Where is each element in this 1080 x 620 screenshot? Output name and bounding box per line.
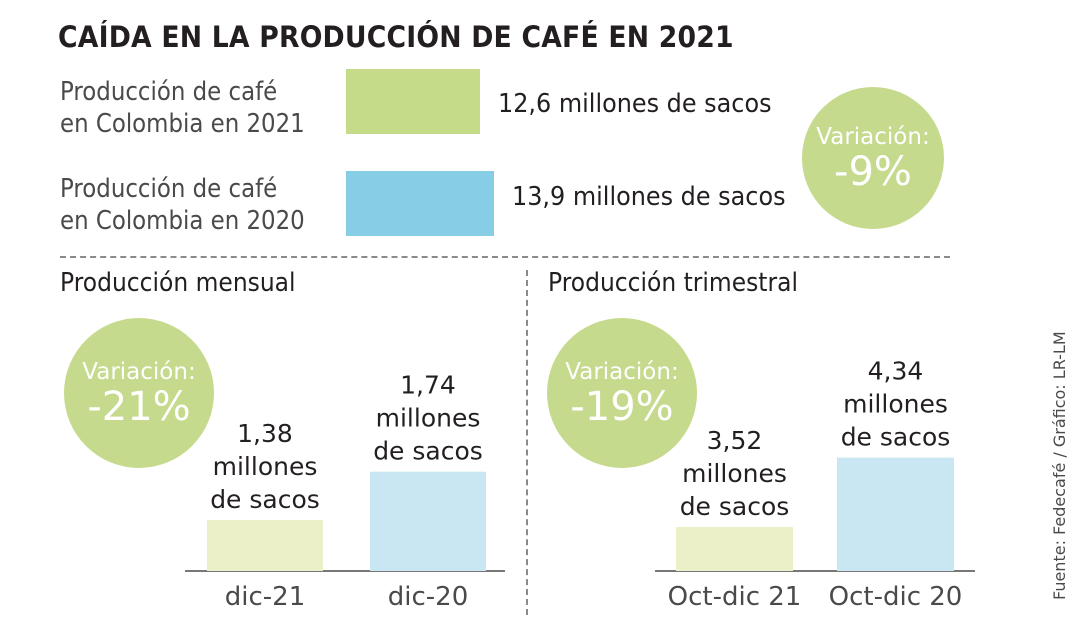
monthly-variation-label: Variación: — [82, 359, 196, 385]
x-tick-label: Oct-dic 20 — [829, 582, 963, 612]
horizontal-divider — [60, 256, 950, 258]
bar-Oct-dic 20 — [837, 457, 954, 571]
quarterly-title: Producción trimestral — [548, 268, 798, 298]
quarterly-variation-label: Variación: — [565, 359, 679, 385]
summary-label-2021-line1: Producción de café — [60, 77, 278, 107]
data-label: 3,52 — [707, 426, 763, 455]
summary-label-2020-line1: Producción de café — [60, 174, 278, 204]
data-label: de sacos — [841, 423, 951, 452]
monthly-title: Producción mensual — [60, 268, 296, 298]
quarterly-variation-badge: Variación: -19% — [547, 318, 697, 468]
bar-dic-21 — [207, 520, 323, 571]
data-label: millones — [682, 459, 787, 488]
summary-value-2020: 13,9 millones de sacos — [512, 182, 786, 212]
vertical-divider — [526, 270, 528, 615]
summary-label-2021: Producción de café en Colombia en 2021 — [60, 76, 305, 140]
summary-label-2021-line2: en Colombia en 2021 — [60, 109, 305, 139]
data-label: millones — [213, 452, 318, 481]
bar-dic-20 — [370, 471, 486, 571]
data-label: de sacos — [210, 485, 320, 514]
monthly-variation-badge: Variación: -21% — [64, 318, 214, 468]
summary-value-2021: 12,6 millones de sacos — [498, 89, 772, 119]
annual-variation-badge: Variación: -9% — [802, 87, 944, 229]
quarterly-variation-value: -19% — [570, 384, 674, 430]
x-tick-label: dic-20 — [388, 582, 469, 612]
data-label: 1,74 — [400, 371, 456, 400]
summary-label-2020-line2: en Colombia en 2020 — [60, 206, 305, 236]
data-label: 1,38 — [237, 419, 293, 448]
monthly-variation-value: -21% — [87, 384, 191, 430]
bar-Oct-dic 21 — [676, 527, 793, 571]
summary-bar-2020 — [346, 171, 494, 236]
x-tick-label: Oct-dic 21 — [668, 582, 802, 612]
quarterly-bar-chart: Oct-dic 21 3,52 millones de sacos Oct-dic 20… — [655, 357, 975, 612]
data-label: 4,34 — [868, 357, 924, 386]
annual-variation-value: -9% — [834, 149, 912, 195]
summary-bar-2021 — [346, 69, 481, 134]
data-label: millones — [376, 404, 481, 433]
monthly-bar-chart: dic-21 1,38 millones de sacos dic-20 1,74 mill… — [185, 371, 505, 612]
data-label: de sacos — [373, 437, 483, 466]
chart-title: CAÍDA EN LA PRODUCCIÓN DE CAFÉ EN 2021 — [58, 20, 734, 54]
source-credit: Fuente: Fedecafé / Gráfico: LR-LM — [1050, 331, 1069, 600]
annual-variation-label: Variación: — [816, 124, 930, 150]
x-tick-label: dic-21 — [225, 582, 306, 612]
data-label: de sacos — [680, 492, 790, 521]
data-label: millones — [843, 390, 948, 419]
summary-label-2020: Producción de café en Colombia en 2020 — [60, 173, 305, 237]
